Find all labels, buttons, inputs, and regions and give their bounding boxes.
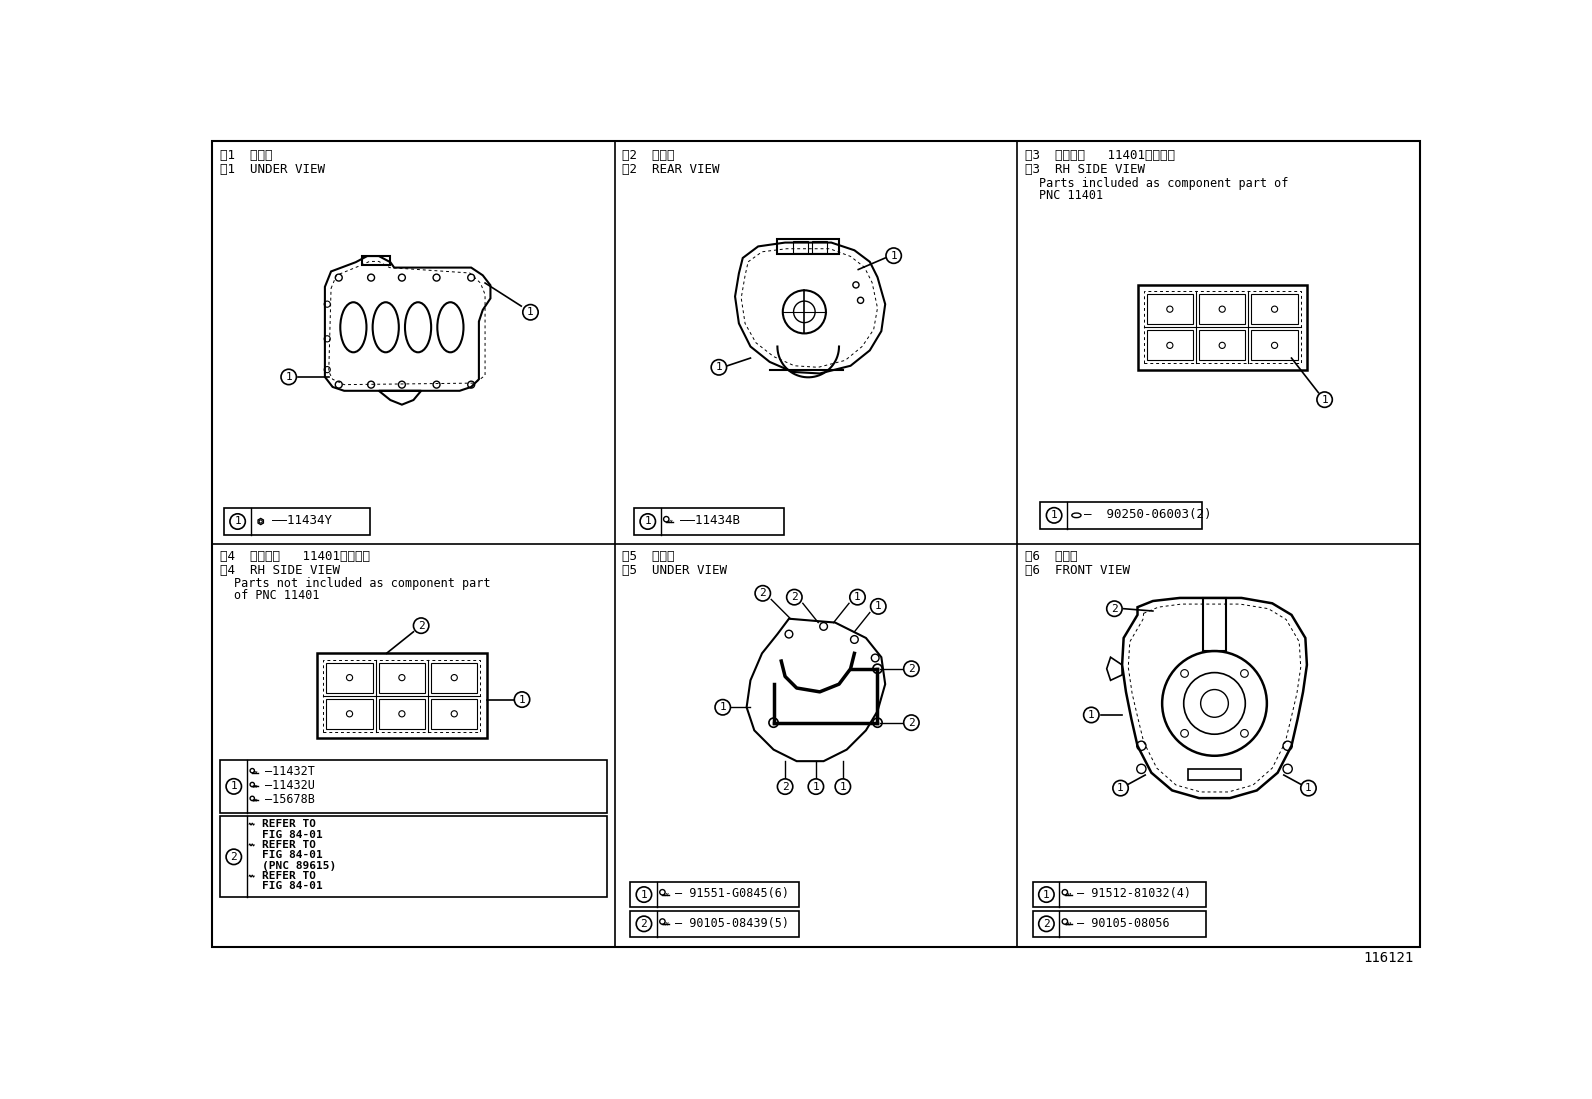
Circle shape xyxy=(1084,708,1098,723)
Text: 1: 1 xyxy=(285,371,291,382)
Text: PNC 11401: PNC 11401 xyxy=(1038,189,1103,202)
Text: 1: 1 xyxy=(1043,889,1049,900)
Text: ※3  右側面視   11401の構成内: ※3 右側面視 11401の構成内 xyxy=(1025,148,1175,162)
Circle shape xyxy=(887,248,901,264)
Circle shape xyxy=(1046,508,1062,523)
Text: 2: 2 xyxy=(1043,919,1049,929)
Circle shape xyxy=(514,692,530,708)
Text: ※5  下面視: ※5 下面視 xyxy=(622,551,675,564)
Circle shape xyxy=(226,850,242,865)
Text: 2: 2 xyxy=(417,621,425,631)
Text: — 91551-G0845(6): — 91551-G0845(6) xyxy=(675,887,788,900)
Circle shape xyxy=(809,779,823,795)
Text: — 90105-08056: — 90105-08056 xyxy=(1078,917,1170,930)
Text: ※4  RH SIDE VIEW: ※4 RH SIDE VIEW xyxy=(220,564,341,577)
Circle shape xyxy=(637,887,651,902)
Circle shape xyxy=(1317,392,1333,408)
Text: of PNC 11401: of PNC 11401 xyxy=(234,589,320,602)
Text: 2: 2 xyxy=(907,718,915,728)
Text: 1: 1 xyxy=(640,889,648,900)
Text: REFER TO: REFER TO xyxy=(263,819,317,829)
Circle shape xyxy=(1038,887,1054,902)
Text: —11432U: —11432U xyxy=(264,779,315,792)
Text: — 91512-81032(4): — 91512-81032(4) xyxy=(1078,887,1191,900)
Text: 1: 1 xyxy=(876,601,882,611)
Text: 1: 1 xyxy=(1118,784,1124,793)
Text: Parts not included as component part: Parts not included as component part xyxy=(234,577,490,589)
Text: —  90250-06003(2): — 90250-06003(2) xyxy=(1084,508,1212,521)
Text: 2: 2 xyxy=(640,919,648,929)
Circle shape xyxy=(904,715,919,731)
Circle shape xyxy=(836,779,850,795)
Text: 2: 2 xyxy=(231,852,237,862)
Text: 1: 1 xyxy=(519,695,525,704)
Text: 1: 1 xyxy=(645,517,651,526)
Circle shape xyxy=(229,514,245,530)
Circle shape xyxy=(777,779,793,795)
Text: 1: 1 xyxy=(1087,710,1095,720)
Text: Parts included as component part of: Parts included as component part of xyxy=(1038,177,1288,189)
Text: — 90105-08439(5): — 90105-08439(5) xyxy=(675,917,788,930)
Text: ※2  REAR VIEW: ※2 REAR VIEW xyxy=(622,163,720,176)
Text: (PNC 89615): (PNC 89615) xyxy=(263,861,336,870)
Text: 1: 1 xyxy=(853,592,861,602)
Text: 2: 2 xyxy=(907,664,915,674)
Circle shape xyxy=(755,586,771,601)
Text: ——11434B: ——11434B xyxy=(680,514,740,528)
Text: 1: 1 xyxy=(715,363,723,373)
Text: 1: 1 xyxy=(231,781,237,791)
Circle shape xyxy=(786,589,802,604)
Text: ※3  RH SIDE VIEW: ※3 RH SIDE VIEW xyxy=(1025,163,1145,176)
Text: 1: 1 xyxy=(839,781,847,791)
Circle shape xyxy=(1301,780,1317,796)
Text: 2: 2 xyxy=(1111,603,1118,613)
Circle shape xyxy=(226,779,242,795)
Circle shape xyxy=(637,917,651,932)
Text: 1: 1 xyxy=(812,781,820,791)
Text: ——11434Y: ——11434Y xyxy=(272,514,331,528)
Circle shape xyxy=(1113,780,1129,796)
Text: —15678B: —15678B xyxy=(264,793,315,806)
Circle shape xyxy=(1038,917,1054,932)
Text: 1: 1 xyxy=(1321,395,1328,404)
Text: ※2  後方視: ※2 後方視 xyxy=(622,148,675,162)
Circle shape xyxy=(414,618,428,633)
Text: REFER TO: REFER TO xyxy=(263,840,317,850)
Circle shape xyxy=(1106,601,1122,617)
Text: 2: 2 xyxy=(791,592,798,602)
Text: REFER TO: REFER TO xyxy=(263,872,317,881)
Text: ※1  UNDER VIEW: ※1 UNDER VIEW xyxy=(220,163,325,176)
Text: 1: 1 xyxy=(720,702,726,712)
Text: 2: 2 xyxy=(782,781,788,791)
Text: ※4  右側面視   11401の構成外: ※4 右側面視 11401の構成外 xyxy=(220,551,369,564)
Text: 1: 1 xyxy=(234,517,240,526)
Text: ※6  前方視: ※6 前方視 xyxy=(1025,551,1078,564)
Text: 1: 1 xyxy=(890,251,896,260)
Text: FIG 84-01: FIG 84-01 xyxy=(263,851,323,861)
Text: ※5  UNDER VIEW: ※5 UNDER VIEW xyxy=(622,564,728,577)
Text: 1: 1 xyxy=(1305,784,1312,793)
Text: 2: 2 xyxy=(759,588,766,598)
Circle shape xyxy=(850,589,864,604)
Text: ※6  FRONT VIEW: ※6 FRONT VIEW xyxy=(1025,564,1130,577)
Text: 1: 1 xyxy=(1051,510,1057,520)
Circle shape xyxy=(282,369,296,385)
Circle shape xyxy=(640,514,656,530)
Circle shape xyxy=(712,359,726,375)
Text: ※1  下面視: ※1 下面視 xyxy=(220,148,272,162)
Circle shape xyxy=(522,304,538,320)
Text: —11432T: —11432T xyxy=(264,765,315,778)
Circle shape xyxy=(904,662,919,677)
Text: FIG 84-01: FIG 84-01 xyxy=(263,881,323,891)
Text: 116121: 116121 xyxy=(1363,951,1414,965)
Text: FIG 84-01: FIG 84-01 xyxy=(263,830,323,840)
Circle shape xyxy=(871,599,887,614)
Circle shape xyxy=(715,700,731,715)
Text: 1: 1 xyxy=(527,308,533,318)
